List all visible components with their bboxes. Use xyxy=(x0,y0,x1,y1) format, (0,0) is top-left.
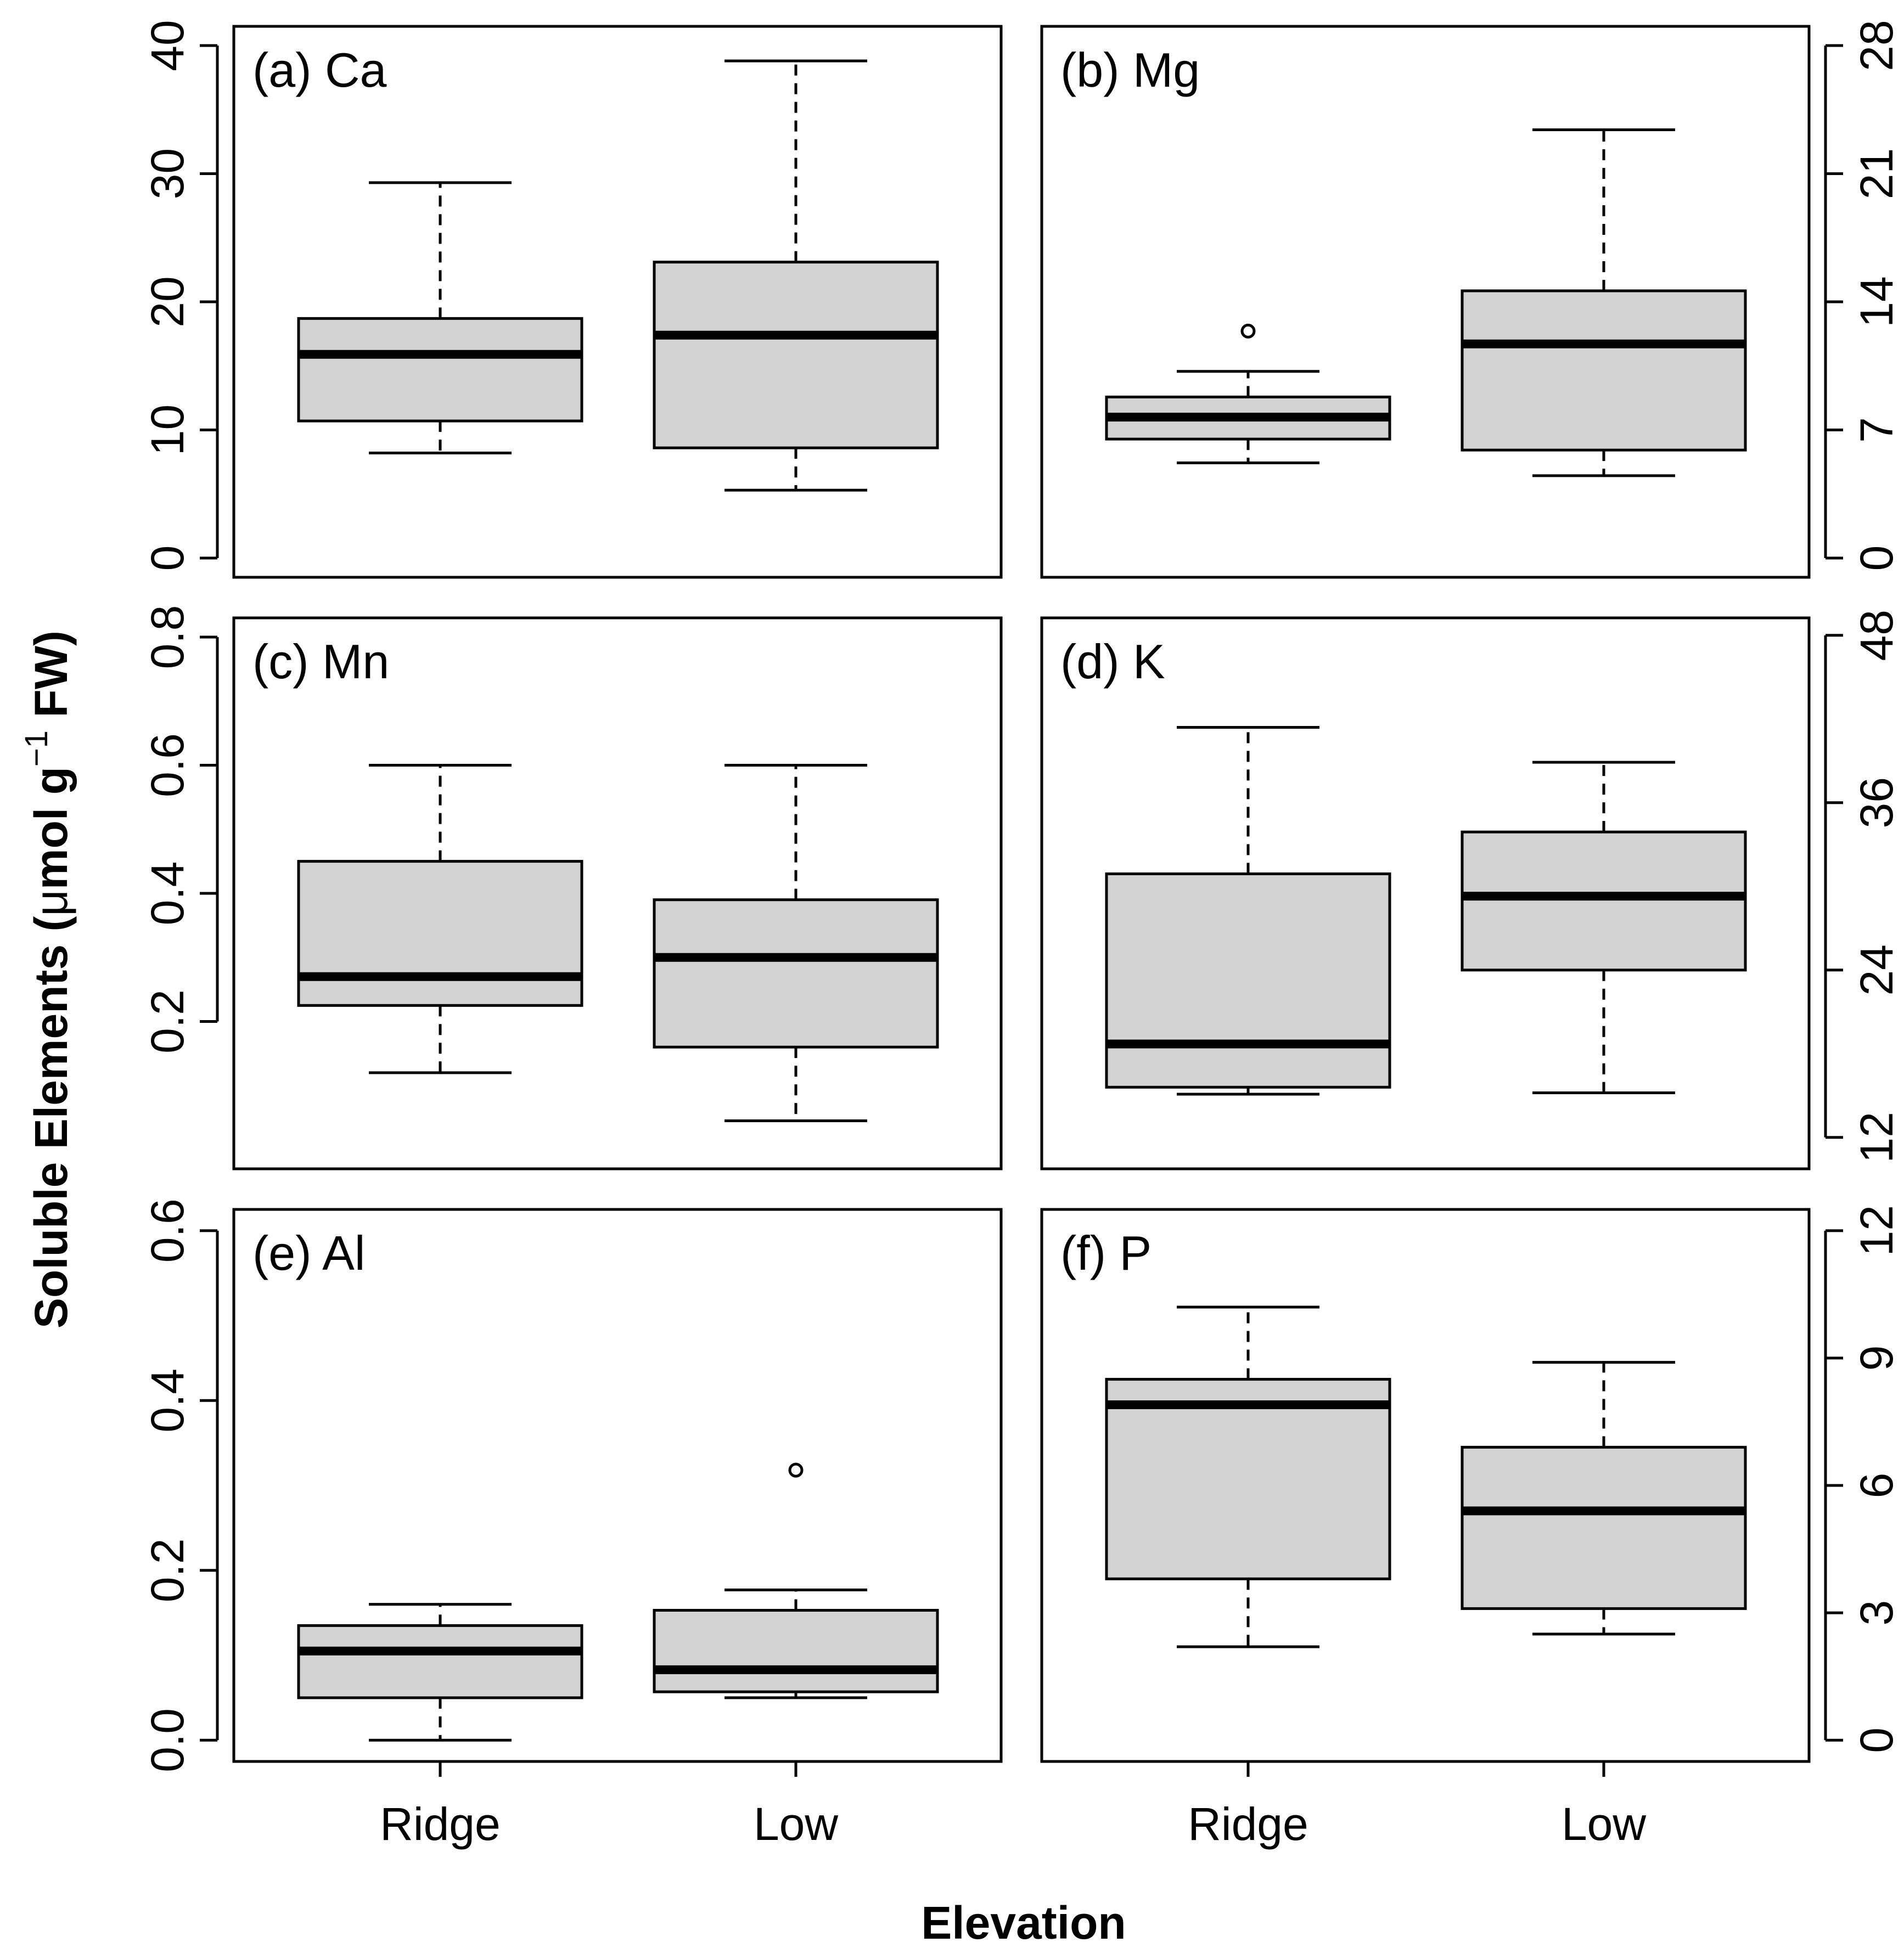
y-axis-title-tail: FW) xyxy=(25,631,77,730)
y-tick-label: 0.2 xyxy=(142,1538,193,1602)
x-tick-label: Low xyxy=(754,1798,838,1850)
panel-al: (e) Al 0.0 0.2 0.4 0.6 Ridge Low xyxy=(142,1198,1003,1850)
y-tick-label: 48 xyxy=(1851,610,1902,661)
panel-p: (f) P 0 3 6 9 12 Ridge Low xyxy=(1040,1205,1902,1850)
box-mg-ridge xyxy=(1105,323,1391,465)
x-axis-title: Elevation xyxy=(921,1897,1126,1949)
box-iqr xyxy=(1105,872,1391,1089)
y-tick-label: 0.6 xyxy=(142,733,193,797)
x-axis: Ridge Low xyxy=(1188,1760,1646,1850)
box-iqr xyxy=(1461,1445,1747,1610)
y-tick-label: 10 xyxy=(142,404,193,455)
box-iqr xyxy=(1461,289,1747,452)
panel-frame xyxy=(232,616,1003,1170)
y-tick-label: 24 xyxy=(1851,944,1902,995)
panel-label: (b) Mg xyxy=(1060,43,1200,97)
y-tick-label: 0.2 xyxy=(142,989,193,1054)
y-axis-title-unit: mol g xyxy=(25,767,77,890)
x-tick-label: Ridge xyxy=(1188,1798,1308,1850)
y-tick-label: 12 xyxy=(1851,1112,1902,1163)
y-axis-title-mu: μ xyxy=(25,890,77,916)
panel-mn: (c) Mn 0.2 0.4 0.6 0.8 xyxy=(142,605,1003,1170)
box-al-low xyxy=(653,1462,939,1699)
box-p-ridge xyxy=(1105,1305,1391,1648)
box-ca-ridge xyxy=(297,181,583,455)
box-k-ridge xyxy=(1105,726,1391,1096)
box-k-low xyxy=(1461,761,1747,1094)
y-tick-label: 0 xyxy=(1851,1727,1902,1753)
y-tick-label: 28 xyxy=(1851,20,1902,71)
box-iqr xyxy=(653,261,939,449)
box-iqr xyxy=(297,860,583,1007)
y-tick-label: 0.6 xyxy=(142,1198,193,1263)
y-tick-label: 0 xyxy=(142,545,193,571)
panel-label: (a) Ca xyxy=(252,43,387,97)
y-tick-label: 12 xyxy=(1851,1205,1902,1256)
outlier-point xyxy=(788,1462,804,1478)
box-iqr xyxy=(1461,830,1747,972)
box-iqr xyxy=(297,317,583,423)
panel-label: (e) Al xyxy=(252,1226,365,1280)
y-tick-label: 40 xyxy=(142,20,193,71)
y-axis-left: 0 10 20 30 40 xyxy=(142,20,219,571)
y-tick-label: 7 xyxy=(1851,417,1902,443)
y-tick-label: 20 xyxy=(142,276,193,327)
box-al-ridge xyxy=(297,1603,583,1742)
x-axis: Ridge Low xyxy=(380,1760,838,1850)
y-axis-right: 12 24 36 48 xyxy=(1824,610,1902,1163)
panel-ca: (a) Ca 0 10 20 30 40 xyxy=(142,20,1003,579)
panel-frame xyxy=(1040,25,1811,579)
y-tick-label: 0.4 xyxy=(142,862,193,926)
y-tick-label: 14 xyxy=(1851,276,1902,327)
x-tick-label: Low xyxy=(1562,1798,1646,1850)
box-iqr xyxy=(1105,1378,1391,1580)
y-tick-label: 0.4 xyxy=(142,1369,193,1433)
y-axis-title-exponent: −1 xyxy=(19,730,54,767)
box-iqr xyxy=(653,898,939,1049)
y-tick-label: 0 xyxy=(1851,545,1902,571)
panel-frame xyxy=(232,25,1003,579)
y-tick-label: 36 xyxy=(1851,777,1902,828)
y-axis-right: 0 3 6 9 12 xyxy=(1824,1205,1902,1753)
y-tick-label: 0.8 xyxy=(142,605,193,669)
box-iqr xyxy=(297,1624,583,1699)
panel-label: (d) K xyxy=(1060,634,1165,689)
y-tick-label: 30 xyxy=(142,148,193,199)
panel-label: (f) P xyxy=(1060,1226,1152,1280)
box-ca-low xyxy=(653,59,939,492)
panel-k: (d) K 12 24 36 48 xyxy=(1040,610,1902,1170)
y-tick-label: 0.0 xyxy=(142,1708,193,1772)
y-axis-right: 0 7 14 21 28 xyxy=(1824,20,1902,571)
y-axis-left: 0.2 0.4 0.6 0.8 xyxy=(142,605,219,1054)
panel-mg: (b) Mg 0 7 14 21 28 xyxy=(1040,20,1902,579)
x-tick-label: Ridge xyxy=(380,1798,500,1850)
y-tick-label: 9 xyxy=(1851,1345,1902,1371)
y-axis-title-main: Soluble Elements ( xyxy=(25,916,77,1328)
box-mn-low xyxy=(653,764,939,1122)
box-iqr xyxy=(653,1609,939,1693)
box-mn-ridge xyxy=(297,764,583,1074)
y-tick-label: 21 xyxy=(1851,148,1902,199)
box-mg-low xyxy=(1461,128,1747,477)
outlier-point xyxy=(1240,323,1256,339)
y-axis-title: Soluble Elements (μmol g−1 FW) xyxy=(19,631,77,1328)
panel-label: (c) Mn xyxy=(252,634,389,689)
y-axis-left: 0.0 0.2 0.4 0.6 xyxy=(142,1198,219,1772)
y-tick-label: 6 xyxy=(1851,1473,1902,1499)
y-tick-label: 3 xyxy=(1851,1600,1902,1626)
panel-frame xyxy=(1040,616,1811,1170)
box-p-low xyxy=(1461,1361,1747,1636)
